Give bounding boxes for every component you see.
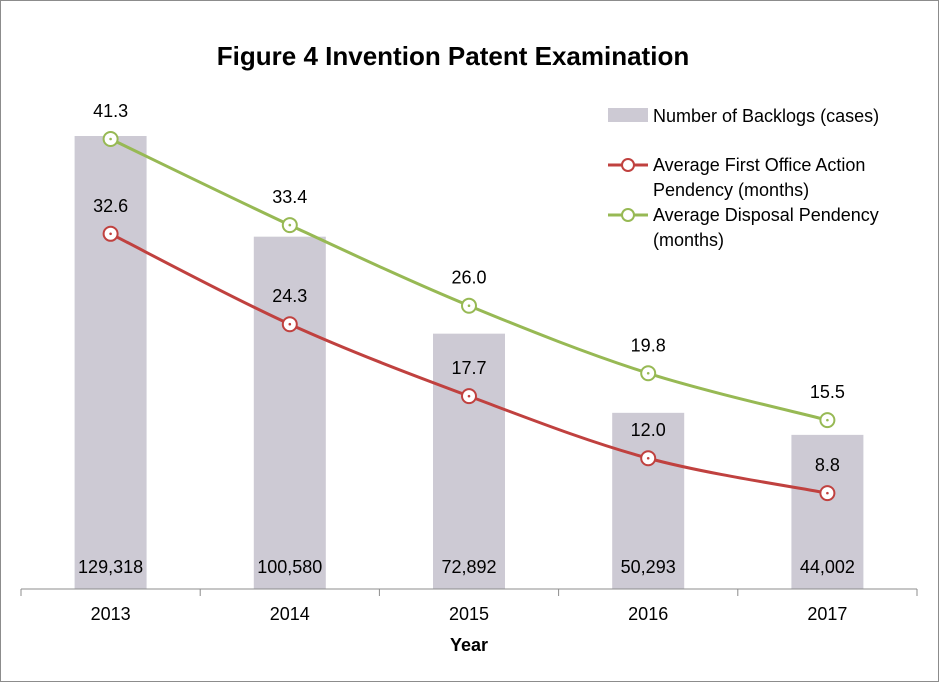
bar-2015 bbox=[433, 333, 505, 589]
legend-marker-1 bbox=[621, 158, 635, 172]
bar-value-label: 44,002 bbox=[800, 557, 855, 577]
x-tick-label-2015: 2015 bbox=[449, 604, 489, 624]
legend-label-line-1: Average First Office Action bbox=[653, 155, 865, 175]
line-marker-dot bbox=[109, 137, 112, 141]
bar-value-label: 129,318 bbox=[78, 557, 143, 577]
bar-2013 bbox=[74, 136, 147, 589]
line-value-label: 8.8 bbox=[815, 455, 840, 475]
line-value-label: 24.3 bbox=[272, 286, 307, 306]
x-tick-label-2016: 2016 bbox=[628, 604, 668, 624]
legend-marker-2 bbox=[621, 208, 635, 222]
line-value-label: 33.4 bbox=[272, 187, 307, 207]
line-marker-dot bbox=[467, 304, 471, 308]
line-marker-dot bbox=[826, 491, 829, 495]
bar-2014 bbox=[253, 236, 326, 589]
line-value-label: 41.3 bbox=[93, 101, 128, 121]
line-value-label: 15.5 bbox=[810, 382, 845, 402]
line-marker-dot bbox=[646, 371, 650, 375]
bar-value-label: 50,293 bbox=[621, 557, 676, 577]
lines-layer bbox=[102, 131, 836, 502]
bar-value-label: 100,580 bbox=[257, 557, 322, 577]
line-marker-dot bbox=[646, 456, 650, 460]
line-value-label: 12.0 bbox=[631, 420, 666, 440]
x-tick-label-2013: 2013 bbox=[91, 604, 131, 624]
line-value-label: 26.0 bbox=[451, 268, 486, 288]
x-tick-label-2014: 2014 bbox=[270, 604, 310, 624]
legend-swatch-backlogs bbox=[608, 108, 648, 122]
bar-2017 bbox=[791, 434, 864, 589]
line-value-label: 17.7 bbox=[451, 358, 486, 378]
bars-layer bbox=[74, 136, 864, 589]
legend: Number of Backlogs (cases) Average First … bbox=[608, 106, 879, 250]
x-axis-title: Year bbox=[450, 635, 488, 655]
legend-label-backlogs: Number of Backlogs (cases) bbox=[653, 106, 879, 126]
bar-value-label: 72,892 bbox=[441, 557, 496, 577]
data-labels-layer: 129,318 100,580 72,892 50,293 44,002 32.6 24.3… bbox=[78, 101, 855, 577]
line-marker-dot bbox=[288, 322, 292, 326]
line-marker-dot bbox=[109, 232, 112, 236]
legend-label-line-2: (months) bbox=[653, 230, 724, 250]
chart-title: Figure 4 Invention Patent Examination bbox=[217, 41, 689, 71]
legend-label-line-2: Average Disposal Pendency bbox=[653, 205, 879, 225]
line-marker-dot bbox=[467, 394, 471, 398]
line-marker-dot bbox=[826, 418, 829, 422]
bar-2016 bbox=[612, 412, 685, 589]
line-marker-dot bbox=[288, 223, 292, 227]
legend-label-line-1: Pendency (months) bbox=[653, 180, 809, 200]
x-axis: 2013 2014 2015 2016 2017 bbox=[20, 588, 918, 624]
line-value-label: 32.6 bbox=[93, 196, 128, 216]
x-tick-label-2017: 2017 bbox=[807, 604, 847, 624]
line-value-label: 19.8 bbox=[631, 335, 666, 355]
